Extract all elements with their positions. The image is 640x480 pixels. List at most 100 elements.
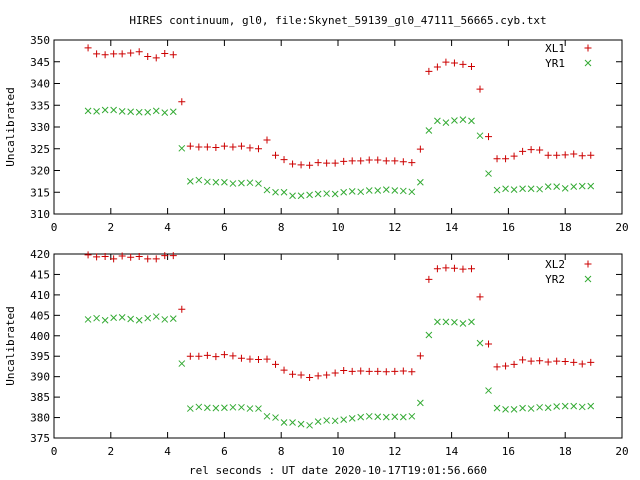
data-point (220, 142, 228, 150)
data-point (467, 265, 475, 273)
data-point (578, 152, 586, 160)
data-point (459, 60, 467, 68)
data-point (374, 413, 382, 421)
data-point (178, 144, 186, 152)
data-point (408, 412, 416, 420)
data-point (553, 183, 561, 190)
data-point (135, 316, 143, 324)
data-point (561, 358, 569, 366)
data-point (246, 179, 254, 187)
data-point (306, 161, 314, 169)
data-point (161, 49, 169, 57)
y-tick-label: 400 (30, 330, 50, 343)
x-tick-label: 0 (51, 445, 58, 458)
data-point (161, 252, 169, 260)
x-tick-label: 18 (559, 445, 572, 458)
data-point (399, 367, 407, 375)
data-point (237, 142, 245, 150)
legend-marker (584, 59, 592, 67)
data-point (417, 178, 424, 186)
data-point (186, 142, 194, 150)
data-point (204, 178, 211, 186)
data-point (289, 160, 297, 168)
data-point (399, 158, 407, 166)
data-point (502, 362, 510, 370)
data-point (544, 183, 552, 190)
data-point (220, 351, 228, 359)
data-point (178, 360, 186, 367)
data-point (536, 357, 544, 365)
data-point (118, 50, 126, 58)
data-point (451, 318, 458, 326)
data-point (348, 188, 356, 195)
data-point (110, 255, 118, 263)
data-point (442, 119, 450, 127)
data-point (476, 132, 484, 140)
data-point (382, 186, 390, 193)
data-point (272, 414, 279, 421)
data-point (84, 316, 92, 323)
data-point (229, 180, 237, 187)
data-point (467, 63, 475, 71)
x-tick-label: 4 (164, 445, 171, 458)
data-point (365, 367, 373, 375)
data-point (365, 187, 373, 194)
data-point (519, 185, 526, 193)
y-tick-label: 385 (30, 391, 50, 404)
series-XL2 (84, 251, 595, 381)
data-point (101, 51, 109, 59)
data-point (340, 188, 348, 196)
data-point (297, 161, 305, 169)
data-point (587, 182, 595, 190)
x-tick-label: 4 (164, 221, 171, 234)
data-point (382, 368, 390, 376)
y-tick-label: 420 (30, 248, 50, 261)
data-point (357, 188, 365, 196)
data-point (553, 357, 561, 365)
x-tick-label: 6 (221, 221, 228, 234)
data-point (331, 417, 339, 425)
data-point (203, 143, 211, 151)
data-point (263, 136, 271, 144)
data-point (186, 352, 194, 360)
data-point (425, 275, 433, 283)
data-point (186, 178, 194, 185)
data-point (365, 412, 373, 420)
data-point (246, 144, 254, 152)
data-point (152, 54, 160, 62)
data-point (101, 316, 109, 324)
data-point (433, 63, 441, 71)
data-point (331, 190, 339, 198)
data-point (340, 367, 348, 375)
y-tick-label: 395 (30, 350, 50, 363)
data-point (195, 176, 203, 184)
data-point (203, 351, 211, 359)
data-point (331, 369, 339, 377)
data-point (493, 404, 501, 412)
data-point (485, 387, 492, 394)
data-point (178, 305, 186, 313)
data-point (442, 58, 450, 66)
data-point (561, 151, 569, 159)
data-point (578, 403, 586, 411)
data-point (314, 190, 322, 198)
data-point (238, 179, 245, 187)
data-point (161, 109, 169, 116)
data-point (169, 108, 177, 116)
y-tick-label: 375 (30, 432, 50, 445)
data-point (434, 318, 441, 326)
x-tick-label: 20 (615, 445, 628, 458)
y-axis-label: Uncalibrated (4, 87, 17, 166)
data-point (135, 48, 143, 56)
data-point (468, 318, 475, 326)
data-point (570, 358, 578, 366)
data-point (536, 403, 543, 411)
data-point (374, 367, 382, 375)
y-tick-label: 410 (30, 289, 50, 302)
data-point (510, 406, 518, 413)
data-point (357, 157, 365, 165)
data-point (161, 316, 169, 323)
data-point (212, 404, 220, 412)
x-tick-label: 2 (107, 445, 114, 458)
